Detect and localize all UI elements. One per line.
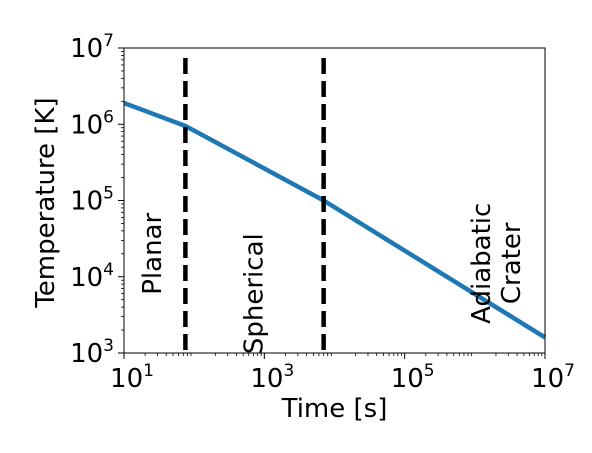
- region-label-3: AdiabaticCrater: [467, 203, 527, 324]
- plot-layer: Planar Spherical AdiabaticCrater: [123, 58, 547, 354]
- x-tick-label: 105: [391, 361, 435, 394]
- region-label-1: Planar: [138, 213, 168, 295]
- series-line-0: [123, 100, 547, 340]
- x-tick-label: 103: [250, 361, 294, 394]
- x-tick-label: 101: [110, 361, 154, 394]
- y-tick-label: 104: [70, 260, 114, 293]
- region-label-line: Planar: [138, 213, 168, 295]
- region-label-line: Adiabatic: [467, 203, 497, 324]
- y-tick-label: 103: [70, 336, 114, 369]
- region-label-2: Spherical: [240, 233, 270, 354]
- y-tick-label: 105: [70, 184, 114, 217]
- y-tick-label: 106: [70, 107, 114, 140]
- y-axis-label: Temperature [K]: [31, 97, 61, 308]
- y-tick-label: 107: [70, 31, 114, 64]
- x-axis-label: Time [s]: [281, 394, 388, 424]
- region-label-line: Spherical: [240, 233, 270, 354]
- region-label-line: Crater: [497, 222, 527, 304]
- x-tick-label: 107: [531, 361, 575, 394]
